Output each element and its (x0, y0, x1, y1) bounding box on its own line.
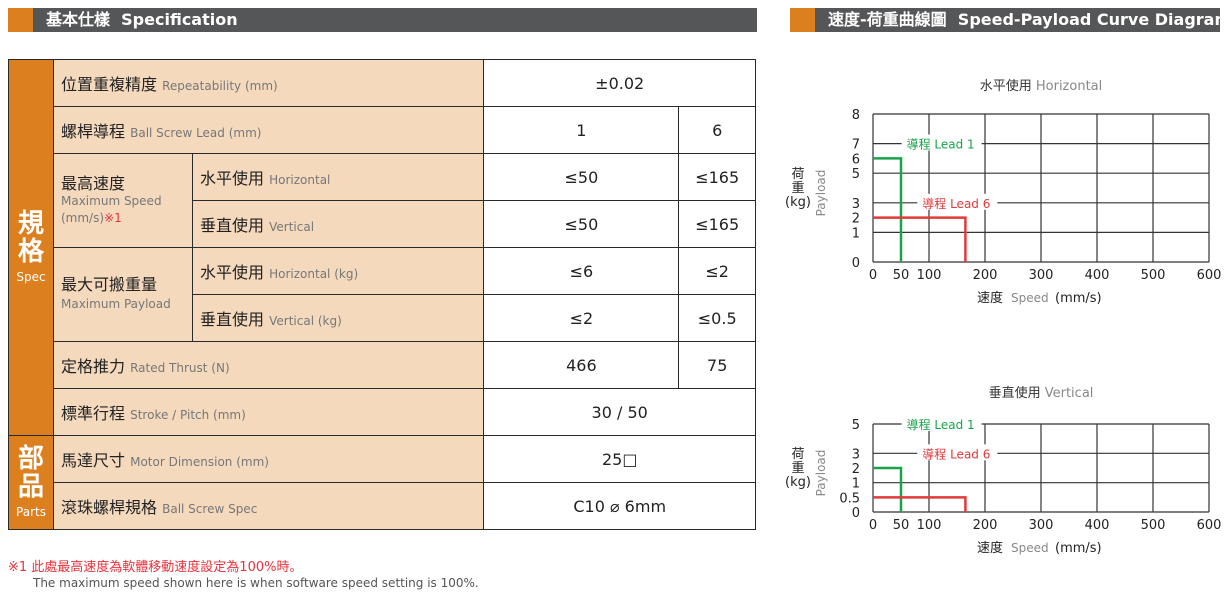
series-line-lead-1 (873, 466, 903, 512)
y-tick-label: 0 (852, 506, 860, 521)
y-tick-label: 2 (852, 462, 860, 477)
x-tick-label: 200 (973, 268, 998, 283)
x-tick-label: 500 (1141, 268, 1166, 283)
y-tick-label: 2 (852, 212, 860, 227)
x-tick-label: 300 (1029, 268, 1054, 283)
chart-title: 垂直使用 Vertical (989, 385, 1094, 401)
legend-bg (901, 415, 982, 431)
footnote-en: The maximum speed shown here is when sof… (33, 576, 479, 590)
category-spec: 規格 Spec (8, 59, 54, 436)
legend-bg (917, 193, 998, 210)
y-tick-label: 6 (852, 152, 860, 167)
table-row: 最大可搬重量 Maximum Payload 水平使用 Horizontal (k… (9, 247, 756, 342)
series-label: 導程 Lead 6 (922, 196, 990, 211)
x-label-zh: 速度 (977, 290, 1003, 306)
table-row: 部品 Parts 馬達尺寸 Motor Dimension (mm) 25□ (8, 435, 756, 530)
spec-title-zh: 基本仕樣 (46, 10, 111, 29)
category-parts: 部品 Parts (8, 435, 54, 530)
x-label-unit: (mm/s) (1055, 541, 1102, 556)
x-tick-label: 600 (1197, 268, 1222, 283)
x-label-en: Speed (1011, 541, 1049, 555)
y-label-zh: 荷 (791, 447, 804, 462)
y-tick-label: 5 (852, 418, 860, 433)
repeatability-value: ±0.02 (483, 59, 756, 107)
chart-title: 水平使用 Horizontal (980, 78, 1103, 94)
table-row: 滾珠螺桿規格 Ball Screw Spec C10 ⌀ 6mm (9, 482, 756, 530)
y-label-en: Payload (814, 170, 828, 217)
series-line-lead-6 (873, 496, 967, 512)
y-tick-label: 8 (852, 108, 860, 123)
footnote-zh: ※1 此處最高速度為軟體移動速度設定為100%時。 (8, 560, 303, 575)
y-tick-label: 5 (852, 167, 860, 182)
series-label: 導程 Lead 6 (922, 446, 990, 461)
x-tick-label: 50 (893, 518, 910, 533)
spec-title-en: Specification (121, 10, 238, 29)
x-tick-label: 500 (1141, 518, 1166, 533)
x-tick-label: 600 (1197, 518, 1222, 533)
legend-bg (901, 134, 982, 151)
chart-title-en: Speed-Payload Curve Diagram (957, 10, 1227, 29)
y-label-zh: 荷 (791, 167, 804, 182)
table-row: 規格 Spec 位置重複精度 Repeatability (mm) ±0.02 (8, 59, 756, 436)
y-tick-label: 3 (852, 197, 860, 212)
x-tick-label: 200 (973, 518, 998, 533)
y-label-zh: 重 (791, 460, 804, 476)
x-tick-label: 50 (893, 268, 910, 283)
y-tick-label: 7 (852, 138, 860, 153)
x-tick-label: 0 (869, 268, 877, 283)
y-tick-label: 0 (852, 256, 860, 271)
y-tick-label: 1 (852, 477, 860, 492)
series-line-lead-6 (873, 216, 967, 262)
x-tick-label: 0 (869, 518, 877, 533)
y-label-en: Payload (814, 450, 828, 497)
table-row: 定格推力 Rated Thrust (N) 466 75 (9, 341, 756, 389)
y-tick-label: 3 (852, 447, 860, 462)
x-label-en: Speed (1011, 291, 1049, 305)
series-line-lead-1 (873, 157, 903, 262)
spec-header: 基本仕樣 Specification (8, 8, 757, 32)
table-row: 垂直使用 Vertical (kg) ≤2 ≤0.5 (9, 294, 756, 342)
x-tick-label: 100 (917, 518, 942, 533)
series-label: 導程 Lead 1 (907, 417, 975, 432)
y-label-unit: (kg) (785, 475, 811, 490)
x-tick-label: 400 (1085, 518, 1110, 533)
table-row: 最高速度 Maximum Speed (mm/s)※1 水平使用 Horizonta… (9, 153, 756, 248)
y-tick-label: 0.5 (839, 491, 860, 506)
table-row: 垂直使用 Vertical ≤50 ≤165 (9, 200, 756, 248)
chart-header: 速度-荷重曲線圖 Speed-Payload Curve Diagram (790, 8, 1227, 32)
spec-table: 規格 Spec 位置重複精度 Repeatability (mm) ±0.02 螺… (8, 59, 756, 530)
series-label: 導程 Lead 1 (907, 137, 975, 152)
x-label-zh: 速度 (977, 540, 1003, 556)
x-label-unit: (mm/s) (1055, 291, 1102, 306)
y-tick-label: 1 (852, 226, 860, 241)
table-row: 標準行程 Stroke / Pitch (mm) 30 / 50 (9, 388, 756, 436)
x-tick-label: 300 (1029, 518, 1054, 533)
x-tick-label: 100 (917, 268, 942, 283)
x-tick-label: 400 (1085, 268, 1110, 283)
chart-title-zh: 速度-荷重曲線圖 (828, 10, 947, 29)
legend-bg (917, 444, 998, 461)
y-label-zh: 重 (791, 180, 804, 196)
y-label-unit: (kg) (785, 195, 811, 210)
